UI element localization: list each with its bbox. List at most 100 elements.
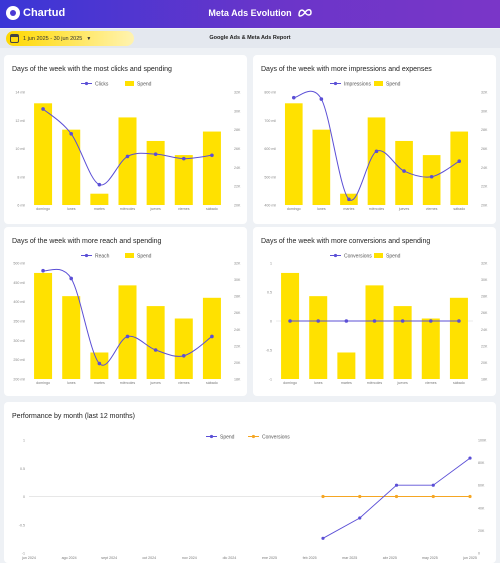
y-left-tick-label: 1 [270, 262, 272, 266]
y-left-tick-label: 500 mil [13, 262, 25, 266]
y-left-tick-label: 1 [23, 439, 25, 443]
x-tick-label: miércoles [367, 381, 383, 385]
metric-point [457, 159, 462, 164]
y-left-tick-label: 250 mil [13, 358, 25, 362]
metric-point [153, 152, 158, 156]
metric-point [97, 361, 102, 366]
y-right-tick-label: 26K [481, 311, 488, 315]
y-left-tick-label: 400 mil [264, 204, 276, 208]
x-tick-label: martes [94, 381, 105, 385]
spend-bar [309, 296, 328, 379]
spend-bar [312, 129, 331, 205]
app-title: Meta Ads Evolution [208, 8, 292, 18]
y-right-tick-label: 20K [481, 361, 488, 365]
reach-spend-chart: Reach Spend 500 mil 450 mil 400 mil 350 mil 30… [13, 253, 241, 385]
x-tick-label: lunes [317, 207, 326, 211]
impressions-spend-card: Days of the week with more impressions a… [253, 55, 496, 224]
metric-point [428, 319, 433, 323]
spend-bar [422, 155, 441, 205]
spend-bar [284, 103, 303, 205]
y-right-tick-label: 28K [481, 295, 488, 299]
legend-swatch [374, 81, 383, 86]
x-tick-label: sábado [206, 207, 218, 211]
spend-bar [146, 140, 165, 205]
y-right-tick-label: 28K [481, 128, 488, 132]
x-tick-label: lunes [67, 207, 76, 211]
y-right-tick-label: 22K [234, 344, 241, 348]
legend-swatch-dot [333, 253, 338, 258]
x-tick-label: viernes [425, 381, 437, 385]
legend-swatch [125, 81, 134, 86]
spend-bar [202, 297, 221, 379]
impressions-spend-chart: Impressions Spend 800 mil 700 mil 600 mil 500… [264, 81, 488, 211]
conversions-point [468, 494, 472, 499]
clicks-spend-card: Days of the week with the most clicks an… [4, 55, 247, 224]
app-logo[interactable]: Chartud [6, 6, 65, 20]
legend-label: Conversions [262, 435, 290, 441]
y-right-tick-label: 20K [481, 204, 488, 208]
y-left-tick-label: 700 mil [264, 119, 276, 123]
monthly-performance-chart: Spend Conversions 1 0.5 0 -0.5 -1 100K 80K 60K 40K… [19, 434, 487, 561]
reach-spend-card: Days of the week with more reach and spe… [4, 227, 247, 396]
x-tick-label: jueves [398, 207, 410, 211]
y-right-tick-label: 18K [234, 378, 241, 382]
card-title: Days of the week with more reach and spe… [12, 238, 162, 245]
x-tick-label: miércoles [369, 207, 385, 211]
y-right-tick-label: 24K [481, 166, 488, 170]
x-tick-label: ene 2025 [262, 556, 277, 560]
spend-bar [337, 352, 356, 379]
y-right-tick-label: 20K [234, 204, 241, 208]
y-right-tick-label: 32K [234, 262, 241, 266]
legend-label: Spend [137, 82, 152, 88]
y-right-tick-label: 30K [481, 278, 488, 282]
metric-point [125, 154, 130, 159]
date-range-picker[interactable]: 1 jun 2025 - 30 jun 2025 ▼ [6, 31, 134, 46]
x-tick-label: sábado [206, 381, 218, 385]
card-title: Days of the week with more impressions a… [261, 66, 432, 73]
x-tick-label: mar 2025 [342, 556, 357, 560]
x-tick-label: viernes [426, 207, 438, 211]
y-right-tick-label: 30K [234, 278, 241, 282]
y-left-tick-label: 800 mil [264, 91, 276, 95]
x-tick-label: lunes [67, 381, 76, 385]
metric-point [344, 319, 349, 323]
x-tick-label: jueves [149, 381, 161, 385]
card-title: Days of the week with the most clicks an… [12, 66, 172, 73]
y-right-tick-label: 30K [481, 109, 488, 113]
y-right-tick-label: 20K [478, 529, 485, 533]
spend-bar [365, 285, 384, 379]
legend-swatch-dot [251, 434, 256, 439]
x-tick-label: jun 2025 [462, 556, 477, 560]
y-left-tick-label: 14 mil [15, 91, 25, 95]
y-left-tick-label: 8 mil [17, 175, 25, 179]
metric-point [374, 149, 379, 154]
y-left-tick-label: -0.5 [266, 349, 272, 353]
y-left-tick-label: 350 mil [13, 320, 25, 324]
spend-bar [90, 352, 109, 379]
spend-bar [174, 155, 193, 205]
spend-bar [34, 103, 53, 205]
x-tick-label: sábado [453, 381, 465, 385]
x-tick-label: jun 2024 [21, 556, 36, 560]
metric-point [288, 319, 292, 323]
y-left-tick-label: 0.5 [267, 291, 272, 295]
x-tick-label: nov 2024 [182, 556, 197, 560]
x-tick-label: martes [341, 381, 352, 385]
date-range-value: 1 jun 2025 - 30 jun 2025 [23, 35, 83, 42]
spend-bar [450, 131, 469, 205]
spend-bar [34, 272, 53, 379]
y-right-tick-label: 18K [481, 378, 488, 382]
metric-point [291, 95, 296, 100]
y-right-tick-label: 20K [234, 361, 241, 365]
metric-point [181, 156, 186, 161]
metric-point [319, 97, 324, 101]
y-left-tick-label: 0 [270, 320, 272, 324]
y-right-tick-label: 26K [234, 311, 241, 315]
x-tick-label: lunes [314, 381, 323, 385]
spend-bar [118, 285, 137, 379]
metric-point [400, 319, 405, 323]
y-right-tick-label: 22K [481, 344, 488, 348]
spend-point [431, 483, 435, 487]
y-left-tick-label: 10 mil [15, 147, 25, 151]
y-right-tick-label: 32K [481, 262, 488, 266]
